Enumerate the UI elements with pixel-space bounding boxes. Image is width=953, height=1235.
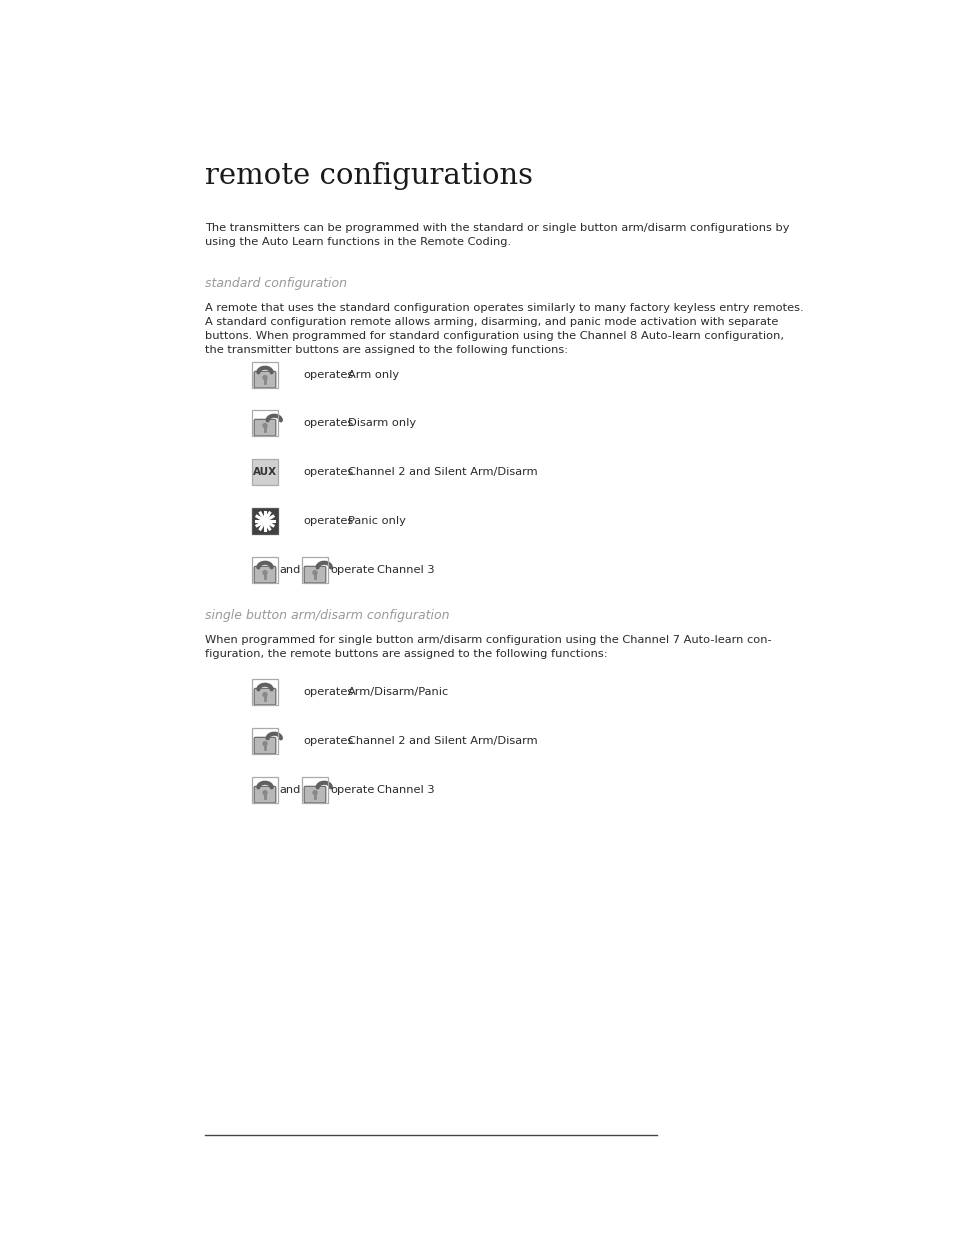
Circle shape xyxy=(263,693,267,697)
FancyBboxPatch shape xyxy=(304,787,326,803)
Text: Channel 2 and Silent Arm/Disarm: Channel 2 and Silent Arm/Disarm xyxy=(348,467,537,477)
Text: The transmitters can be programmed with the standard or single button arm/disarm: The transmitters can be programmed with … xyxy=(205,224,789,247)
Circle shape xyxy=(263,375,267,379)
Text: standard configuration: standard configuration xyxy=(205,277,347,290)
Bar xyxy=(252,777,278,803)
FancyBboxPatch shape xyxy=(253,688,275,705)
Text: operates: operates xyxy=(303,370,353,380)
Text: operate: operate xyxy=(330,785,375,795)
Bar xyxy=(252,557,278,583)
Text: Channel 3: Channel 3 xyxy=(377,785,435,795)
Bar xyxy=(252,458,278,485)
Bar xyxy=(252,679,278,705)
FancyBboxPatch shape xyxy=(253,420,275,436)
Bar xyxy=(252,508,278,534)
Text: operates: operates xyxy=(303,736,353,746)
Text: Channel 2 and Silent Arm/Disarm: Channel 2 and Silent Arm/Disarm xyxy=(348,736,537,746)
Text: Disarm only: Disarm only xyxy=(348,417,416,429)
Text: AUX: AUX xyxy=(253,467,276,477)
Bar xyxy=(252,362,278,388)
FancyBboxPatch shape xyxy=(253,787,275,803)
Circle shape xyxy=(263,571,267,574)
Text: remote configurations: remote configurations xyxy=(205,162,533,190)
Text: operates: operates xyxy=(303,417,353,429)
Text: and: and xyxy=(279,785,300,795)
Text: operates: operates xyxy=(303,467,353,477)
Bar xyxy=(301,557,328,583)
Text: operates: operates xyxy=(303,687,353,697)
FancyBboxPatch shape xyxy=(253,567,275,583)
Text: and: and xyxy=(279,564,300,576)
FancyBboxPatch shape xyxy=(253,737,275,753)
Text: Arm/Disarm/Panic: Arm/Disarm/Panic xyxy=(348,687,449,697)
FancyBboxPatch shape xyxy=(304,567,326,583)
Text: operate: operate xyxy=(330,564,375,576)
Circle shape xyxy=(313,571,316,574)
Circle shape xyxy=(263,790,267,794)
Bar xyxy=(301,777,328,803)
Bar xyxy=(252,727,278,753)
Text: single button arm/disarm configuration: single button arm/disarm configuration xyxy=(205,609,449,622)
Circle shape xyxy=(313,790,316,794)
Circle shape xyxy=(263,742,267,746)
Bar xyxy=(252,410,278,436)
Text: Panic only: Panic only xyxy=(348,516,405,526)
Text: A remote that uses the standard configuration operates similarly to many factory: A remote that uses the standard configur… xyxy=(205,303,802,354)
FancyBboxPatch shape xyxy=(253,372,275,388)
Text: When programmed for single button arm/disarm configuration using the Channel 7 A: When programmed for single button arm/di… xyxy=(205,635,771,659)
Circle shape xyxy=(263,424,267,427)
Text: Arm only: Arm only xyxy=(348,370,398,380)
Text: Channel 3: Channel 3 xyxy=(377,564,435,576)
Text: operates: operates xyxy=(303,516,353,526)
